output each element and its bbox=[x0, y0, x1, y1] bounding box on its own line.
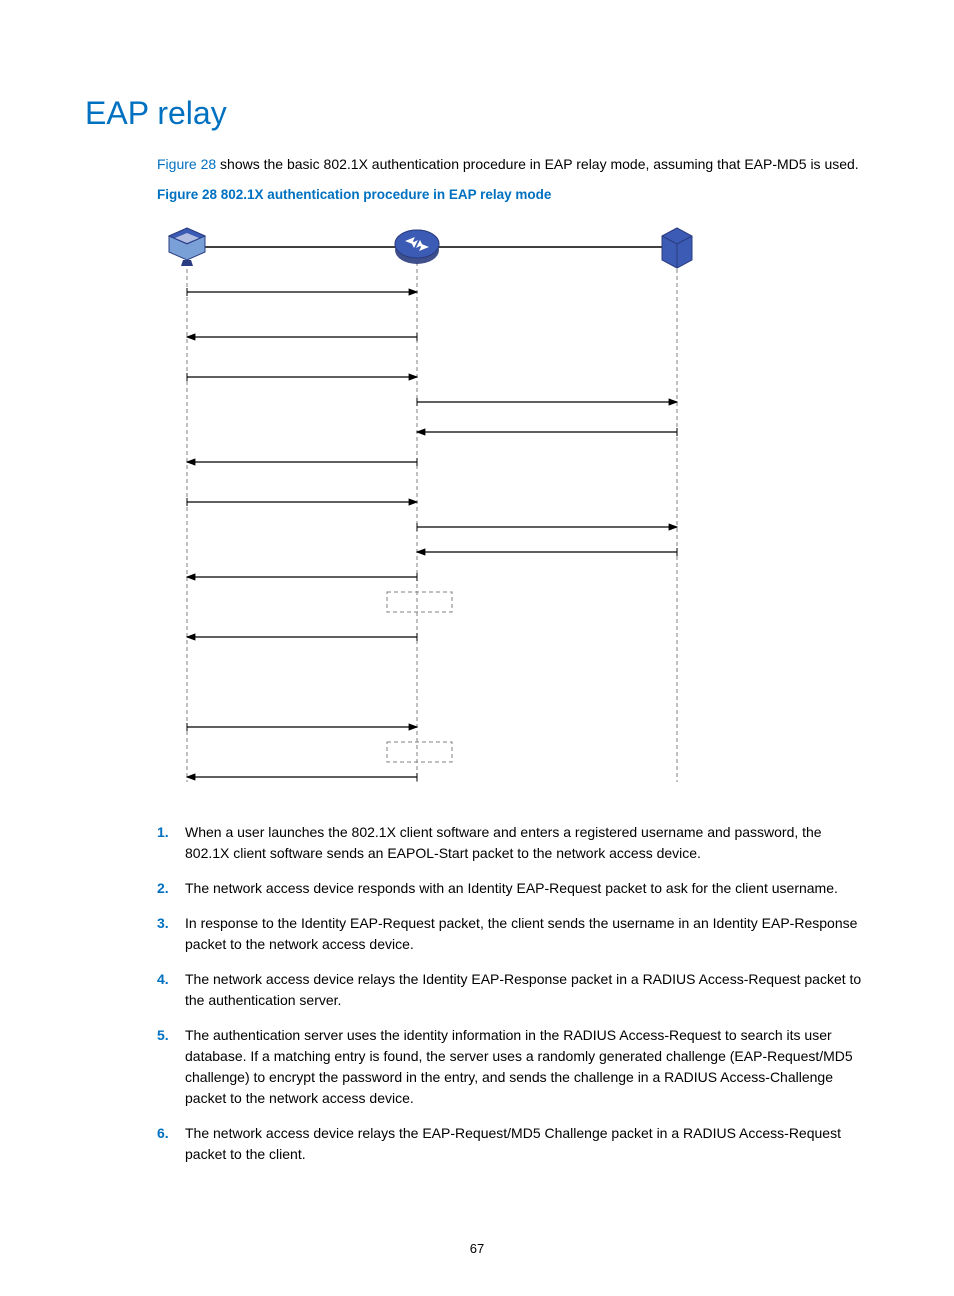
page-number: 67 bbox=[0, 1241, 954, 1256]
list-item-text: The network access device responds with … bbox=[185, 878, 869, 899]
figure-caption: Figure 28 802.1X authentication procedur… bbox=[157, 187, 869, 202]
list-item-number: 6. bbox=[157, 1123, 185, 1165]
list-item: 2.The network access device responds wit… bbox=[157, 878, 869, 899]
list-item-number: 5. bbox=[157, 1025, 185, 1109]
list-item: 3.In response to the Identity EAP-Reques… bbox=[157, 913, 869, 955]
diagram-svg bbox=[157, 222, 727, 792]
list-item-text: When a user launches the 802.1X client s… bbox=[185, 822, 869, 864]
steps-list: 1.When a user launches the 802.1X client… bbox=[157, 822, 869, 1165]
list-item-number: 4. bbox=[157, 969, 185, 1011]
list-item: 6.The network access device relays the E… bbox=[157, 1123, 869, 1165]
list-item-text: In response to the Identity EAP-Request … bbox=[185, 913, 869, 955]
list-item: 5.The authentication server uses the ide… bbox=[157, 1025, 869, 1109]
list-item: 1.When a user launches the 802.1X client… bbox=[157, 822, 869, 864]
list-item-text: The network access device relays the EAP… bbox=[185, 1123, 869, 1165]
list-item-number: 1. bbox=[157, 822, 185, 864]
list-item-text: The network access device relays the Ide… bbox=[185, 969, 869, 1011]
list-item-number: 3. bbox=[157, 913, 185, 955]
list-item-number: 2. bbox=[157, 878, 185, 899]
figure-reference-link[interactable]: Figure 28 bbox=[157, 156, 216, 172]
page: EAP relay Figure 28 shows the basic 802.… bbox=[0, 0, 954, 1296]
list-item-text: The authentication server uses the ident… bbox=[185, 1025, 869, 1109]
section-heading: EAP relay bbox=[85, 95, 869, 132]
intro-text: shows the basic 802.1X authentication pr… bbox=[216, 156, 859, 172]
list-item: 4.The network access device relays the I… bbox=[157, 969, 869, 1011]
intro-paragraph: Figure 28 shows the basic 802.1X authent… bbox=[157, 154, 869, 175]
sequence-diagram bbox=[157, 222, 727, 792]
